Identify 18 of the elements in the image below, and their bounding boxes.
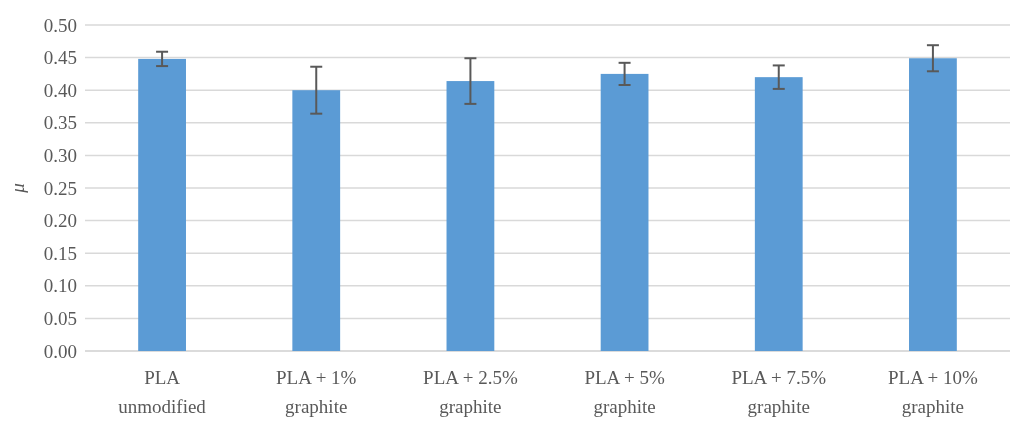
x-tick-label: PLA + 7.5% graphite bbox=[731, 367, 827, 417]
x-tick-label: PLA + 10% graphite bbox=[887, 367, 979, 417]
y-tick-label: 0.20 bbox=[43, 210, 77, 232]
y-tick-label: 0.00 bbox=[43, 340, 77, 362]
y-tick-label: 0.05 bbox=[43, 308, 77, 330]
x-tick-label: PLA + 1% graphite bbox=[276, 367, 357, 417]
x-tick-label: PLA + 2.5% graphite bbox=[423, 367, 518, 417]
y-tick-label: 0.30 bbox=[43, 145, 77, 167]
x-tick-label: PLA unmodified bbox=[118, 367, 207, 417]
y-axis-title: μ bbox=[7, 183, 28, 194]
y-tick-label: 0.25 bbox=[43, 177, 77, 199]
y-tick-label: 0.45 bbox=[43, 47, 77, 69]
y-tick-label: 0.10 bbox=[43, 275, 77, 297]
y-tick-label: 0.50 bbox=[43, 14, 77, 36]
y-tick-label: 0.35 bbox=[43, 112, 77, 134]
x-tick-label: PLA + 5% graphite bbox=[584, 367, 665, 417]
y-tick-label: 0.15 bbox=[43, 242, 77, 264]
y-tick-label: 0.40 bbox=[43, 79, 77, 101]
